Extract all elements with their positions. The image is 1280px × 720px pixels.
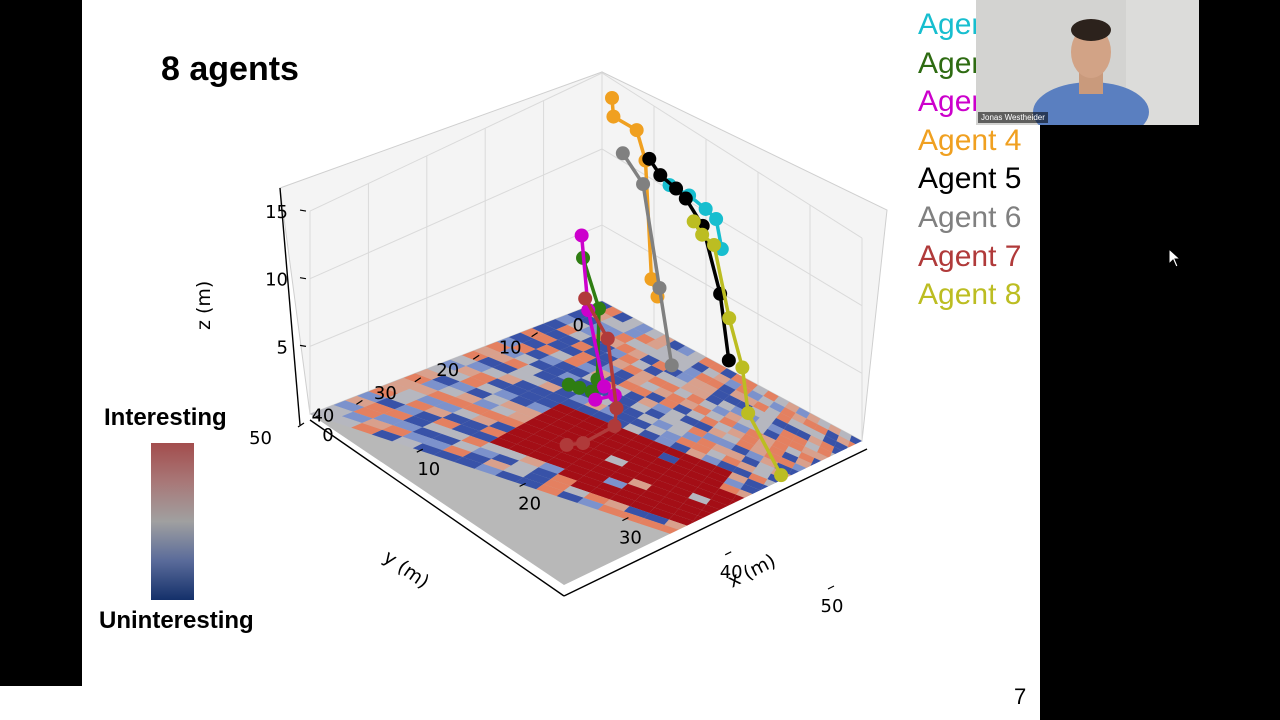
slide-title: 8 agents xyxy=(161,50,299,88)
agent-waypoint xyxy=(653,168,668,183)
agent-path-6 xyxy=(615,146,679,373)
agent-waypoint xyxy=(606,109,621,124)
agent-waypoint xyxy=(561,377,576,392)
agent-waypoint xyxy=(615,146,630,161)
grid-lines xyxy=(309,72,863,441)
agent-waypoint xyxy=(591,301,606,316)
colorbar-bottom-label: Uninteresting xyxy=(99,607,254,634)
y-tick-mark xyxy=(472,354,480,360)
x-tick-mark xyxy=(519,482,526,487)
y-tick-label: 20 xyxy=(436,360,459,381)
legend-item-agent-6: Agent 6 xyxy=(918,200,1022,234)
webcam-video-tile[interactable]: Jonas Westheider xyxy=(976,0,1199,125)
y-tick-label: 10 xyxy=(499,338,522,359)
agent-waypoint xyxy=(559,437,574,452)
agent-waypoint xyxy=(698,201,713,216)
participant-silhouette xyxy=(976,0,1199,125)
slide-number: 7 xyxy=(1014,684,1027,709)
legend-item-agent-5: Agent 5 xyxy=(918,162,1022,196)
agent-waypoint xyxy=(722,311,737,326)
agent-waypoint xyxy=(741,406,756,421)
x-tick-label: 50 xyxy=(821,596,844,617)
y-axis-label: y (m) xyxy=(379,546,433,593)
agent-paths xyxy=(559,90,789,483)
z-tick-label: 5 xyxy=(277,337,288,358)
agent-waypoint xyxy=(572,380,587,395)
y-tick-label: 0 xyxy=(573,315,584,336)
agent-waypoint xyxy=(588,392,603,407)
y-tick-label: 50 xyxy=(249,428,272,449)
agent-waypoint xyxy=(695,227,710,242)
y-tick-mark xyxy=(414,377,422,383)
y-tick-label: 40 xyxy=(311,405,334,426)
agent-waypoint xyxy=(629,123,644,138)
x-axis-label: x (m) xyxy=(724,550,779,593)
heatmap xyxy=(310,301,862,585)
mouse-cursor-icon xyxy=(1168,248,1182,268)
agent-waypoint xyxy=(721,353,736,368)
agent-waypoint xyxy=(642,151,657,166)
3d-plot: 0 10 20 30 40 50 0 10 20 30 40 50 5 10 15 y (m) x (m) z (… xyxy=(193,71,888,617)
legend-item-agent-4: Agent 4 xyxy=(918,123,1022,157)
participant-name: Jonas Westheider xyxy=(978,112,1048,123)
agent-path-7 xyxy=(559,291,624,452)
z-tick-mark xyxy=(299,277,307,280)
x-tick-mark xyxy=(827,585,835,590)
z-axis-label: z (m) xyxy=(193,281,215,330)
agent-waypoint xyxy=(644,272,659,287)
x-tick-mark xyxy=(724,551,732,556)
agent-waypoint xyxy=(605,90,620,105)
agent-waypoint xyxy=(678,191,693,206)
y-tick-label: 30 xyxy=(374,383,397,404)
agent-waypoint xyxy=(735,360,750,375)
agent-waypoint xyxy=(600,331,615,346)
x-tick-mark xyxy=(416,448,424,453)
agent-waypoint xyxy=(652,280,667,295)
agent-waypoint xyxy=(669,181,684,196)
agent-waypoint xyxy=(707,237,722,252)
agent-waypoint xyxy=(709,212,724,227)
x-tick-label: 0 xyxy=(322,425,333,446)
agent-path-line xyxy=(621,152,674,366)
x-tick-mark xyxy=(622,517,629,522)
agent-waypoint xyxy=(636,177,651,192)
x-tick-label: 10 xyxy=(417,459,440,480)
z-tick-label: 10 xyxy=(265,270,288,291)
agent-waypoint xyxy=(774,468,789,483)
z-tick-mark xyxy=(299,344,307,347)
legend-item-agent-7: Agent 7 xyxy=(918,239,1022,273)
agent-waypoint xyxy=(574,228,589,243)
x-tick-label: 40 xyxy=(720,562,743,583)
agent-waypoint xyxy=(597,379,612,394)
agent-waypoint xyxy=(609,401,624,416)
x-tick-mark xyxy=(313,414,321,419)
x-tick-label: 30 xyxy=(619,528,642,549)
agent-waypoint xyxy=(576,436,591,451)
y-tick-mark xyxy=(297,422,305,428)
x-tick-label: 20 xyxy=(518,493,541,514)
presentation-slide: 8 agents 0 10 20 30 40 50 0 10 20 30 40 50 5 10 15 y (m… xyxy=(82,0,1040,720)
y-tick-mark xyxy=(531,332,538,338)
legend-item-agent-8: Agent 8 xyxy=(918,278,1022,312)
agent-path-8 xyxy=(686,214,789,483)
z-tick-mark xyxy=(299,209,307,212)
agent-waypoint xyxy=(607,419,622,434)
y-tick-mark xyxy=(356,399,363,405)
agent-waypoint xyxy=(664,358,679,373)
colorbar-top-label: Interesting xyxy=(104,404,227,431)
agent-waypoint xyxy=(686,214,701,229)
left-letterbox-strip xyxy=(0,686,82,720)
colorbar xyxy=(151,443,194,600)
agent-waypoint xyxy=(578,291,593,306)
z-tick-label: 15 xyxy=(265,202,288,223)
axes-lines xyxy=(279,187,868,597)
